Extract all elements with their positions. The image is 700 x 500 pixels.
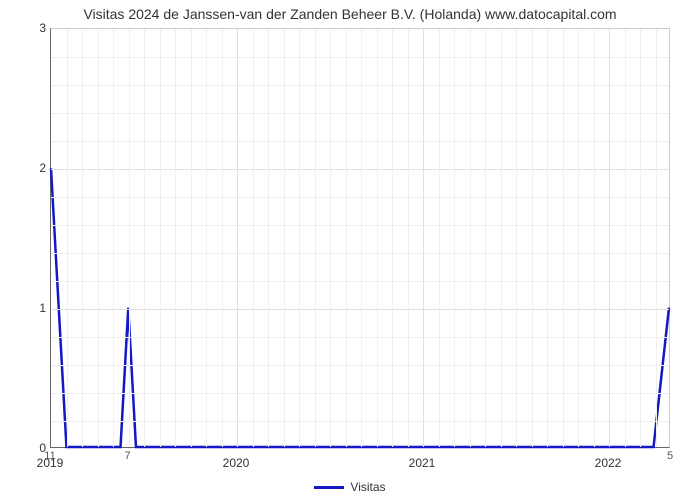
grid-v	[609, 29, 610, 447]
grid-v-minor	[144, 29, 145, 447]
ytick-label: 3	[30, 21, 46, 35]
grid-v-minor	[206, 29, 207, 447]
grid-v-minor	[547, 29, 548, 447]
grid-v-minor	[268, 29, 269, 447]
grid-v-minor	[330, 29, 331, 447]
grid-v-minor	[253, 29, 254, 447]
chart-title: Visitas 2024 de Janssen-van der Zanden B…	[0, 0, 700, 22]
grid-v-minor	[175, 29, 176, 447]
below-axis-label: 7	[124, 450, 130, 462]
ytick-label: 1	[30, 301, 46, 315]
grid-v-minor	[532, 29, 533, 447]
grid-v-minor	[129, 29, 130, 447]
grid-v-minor	[361, 29, 362, 447]
xtick-label: 2022	[595, 456, 622, 470]
xtick-label: 2021	[409, 456, 436, 470]
grid-v-minor	[392, 29, 393, 447]
grid-v	[423, 29, 424, 447]
grid-v-minor	[485, 29, 486, 447]
grid-v-minor	[160, 29, 161, 447]
grid-v-minor	[299, 29, 300, 447]
grid-v-minor	[625, 29, 626, 447]
grid-v-minor	[563, 29, 564, 447]
legend-label: Visitas	[350, 480, 385, 494]
grid-v-minor	[501, 29, 502, 447]
xtick-label: 2020	[223, 456, 250, 470]
grid-v-minor	[439, 29, 440, 447]
plot-area	[50, 28, 670, 448]
grid-v-minor	[640, 29, 641, 447]
grid-v-minor	[377, 29, 378, 447]
grid-v-minor	[82, 29, 83, 447]
below-axis-label: 11	[44, 450, 55, 462]
grid-v-minor	[470, 29, 471, 447]
grid-v-minor	[408, 29, 409, 447]
legend: Visitas	[0, 480, 700, 494]
grid-v-minor	[113, 29, 114, 447]
grid-v-minor	[454, 29, 455, 447]
grid-v-minor	[67, 29, 68, 447]
grid-v-minor	[222, 29, 223, 447]
grid-v-minor	[578, 29, 579, 447]
grid-v-minor	[656, 29, 657, 447]
grid-v-minor	[594, 29, 595, 447]
grid-v-minor	[191, 29, 192, 447]
below-axis-label: 5	[667, 450, 673, 462]
grid-v-minor	[98, 29, 99, 447]
grid-v-minor	[346, 29, 347, 447]
grid-v	[237, 29, 238, 447]
grid-v-minor	[315, 29, 316, 447]
grid-v-minor	[516, 29, 517, 447]
grid-v-minor	[284, 29, 285, 447]
ytick-label: 2	[30, 161, 46, 175]
legend-swatch	[314, 486, 344, 489]
